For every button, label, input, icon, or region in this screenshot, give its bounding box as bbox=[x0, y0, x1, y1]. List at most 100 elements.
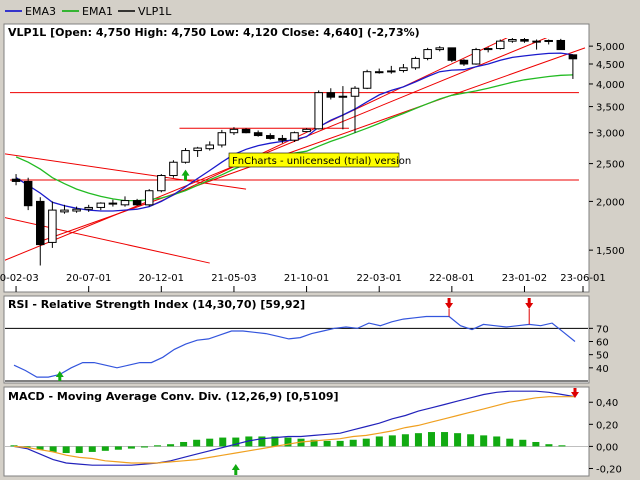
macd-histogram-bar bbox=[532, 441, 540, 447]
candle-body bbox=[11, 178, 21, 182]
rsi-content bbox=[5, 298, 588, 382]
candle-body bbox=[144, 190, 154, 206]
rsi-panel: RSI - Relative Strength Index (14,30,70)… bbox=[3, 295, 609, 384]
rsi-y-tick-label: 70 bbox=[596, 324, 609, 335]
price-x-tick-label: 22-08-01 bbox=[429, 273, 474, 284]
candle-body bbox=[326, 92, 336, 98]
macd-histogram-bar bbox=[323, 440, 331, 447]
rsi-plot-area bbox=[3, 295, 590, 384]
macd-content bbox=[5, 388, 588, 475]
candle-body bbox=[399, 67, 408, 72]
watermark-box bbox=[228, 152, 400, 168]
macd-histogram-bar bbox=[140, 446, 148, 448]
candle-body bbox=[72, 208, 81, 212]
price-panel: VLP1L [Open: 4,750 High: 4,750 Low: 4,12… bbox=[0, 23, 625, 293]
candle-body bbox=[229, 128, 239, 134]
legend-bar: EMA3 EMA1 VLP1L bbox=[0, 0, 640, 20]
macd-histogram-bar bbox=[401, 434, 409, 447]
price-content bbox=[5, 38, 586, 266]
price-y-tick-label: 5,000 bbox=[596, 42, 625, 53]
candle-body bbox=[447, 47, 457, 61]
price-x-tick-label: 22-03-01 bbox=[357, 273, 402, 284]
price-trend-line bbox=[5, 153, 247, 190]
candle-body bbox=[84, 206, 93, 210]
macd-histogram-bar bbox=[258, 436, 266, 447]
macd-histogram-bar bbox=[493, 436, 501, 447]
candle-body bbox=[387, 70, 396, 73]
candle-body bbox=[96, 202, 106, 208]
rsi-y-tick-label: 40 bbox=[596, 364, 609, 375]
candle-body bbox=[217, 132, 227, 146]
price-y-tick-label: 1,500 bbox=[596, 246, 625, 257]
watermark: FnCharts - unlicensed (trial) version bbox=[228, 152, 411, 168]
candle-body bbox=[471, 49, 481, 65]
legend-item-ema3[interactable]: EMA3 bbox=[5, 5, 56, 18]
candle-body bbox=[508, 39, 517, 42]
candle-body bbox=[266, 135, 275, 139]
macd-histogram-bar bbox=[441, 432, 449, 447]
candle-body bbox=[374, 71, 384, 74]
macd-signal-line bbox=[13, 396, 575, 464]
price-clipped-group bbox=[5, 38, 586, 266]
candle-body bbox=[193, 147, 202, 152]
macd-histogram-bar bbox=[271, 436, 279, 447]
macd-histogram-bar bbox=[349, 439, 357, 447]
candle-body bbox=[423, 49, 432, 59]
macd-histogram-bar bbox=[454, 433, 462, 447]
macd-histogram-bar bbox=[310, 439, 318, 447]
price-y-tick-label: 4,500 bbox=[596, 60, 625, 71]
rsi-buy-arrow-icon bbox=[55, 371, 64, 381]
macd-histogram-bar bbox=[114, 446, 122, 450]
candle-body bbox=[362, 71, 372, 89]
macd-histogram-bar bbox=[75, 446, 83, 454]
macd-histogram-bar bbox=[362, 438, 370, 447]
macd-histogram-bar bbox=[62, 446, 70, 454]
macd-y-axis: 0,40 0,20 0,00 -0,20 bbox=[589, 398, 622, 475]
rsi-y-tick-label: 60 bbox=[596, 338, 609, 349]
macd-title: MACD - Moving Average Conv. Div. (12,26,… bbox=[8, 390, 339, 403]
macd-plot-area bbox=[3, 386, 590, 477]
macd-histogram-bar bbox=[10, 445, 18, 447]
macd-histogram-bar bbox=[219, 437, 227, 447]
candle-body bbox=[459, 59, 469, 65]
legend-ema1-label: EMA1 bbox=[82, 5, 113, 18]
legend-item-ema1[interactable]: EMA1 bbox=[62, 5, 113, 18]
candle-body bbox=[157, 175, 166, 192]
rsi-y-tick-label: 50 bbox=[596, 351, 609, 362]
price-y-tick-label: 3,000 bbox=[596, 129, 625, 140]
candle-body bbox=[23, 180, 33, 207]
macd-histogram-bar bbox=[193, 439, 201, 447]
legend-item-vlp1l[interactable]: VLP1L bbox=[118, 5, 172, 18]
macd-histogram-bar bbox=[284, 437, 292, 447]
macd-histogram-bar bbox=[519, 439, 527, 447]
candle-body bbox=[108, 202, 118, 205]
candle-body bbox=[48, 209, 57, 243]
macd-histogram-bar bbox=[36, 446, 44, 450]
macd-histogram-bar bbox=[88, 446, 96, 452]
macd-histogram-bar bbox=[506, 438, 514, 447]
watermark-text: FnCharts - unlicensed (trial) version bbox=[232, 156, 411, 167]
macd-y-tick-label: -0,20 bbox=[596, 464, 622, 475]
price-x-tick-label: 23-06-01 bbox=[560, 273, 605, 284]
candle-body bbox=[338, 95, 348, 98]
price-x-tick-label: 21-10-01 bbox=[284, 273, 329, 284]
macd-histogram-bar bbox=[467, 434, 475, 447]
macd-y-tick-label: 0,20 bbox=[596, 420, 618, 431]
macd-histogram-bar bbox=[558, 445, 566, 447]
rsi-sell-arrow-icon bbox=[445, 298, 454, 309]
macd-histogram-bar bbox=[388, 435, 396, 447]
price-y-tick-label: 4,000 bbox=[596, 80, 625, 91]
candle-body bbox=[278, 137, 287, 141]
price-x-tick-label: 20-12-01 bbox=[139, 273, 184, 284]
candle-body bbox=[253, 132, 263, 137]
candle-body bbox=[205, 144, 214, 150]
rsi-sell-arrow-icon bbox=[525, 298, 534, 309]
macd-y-tick-label: 0,40 bbox=[596, 398, 618, 409]
macd-histogram-bar bbox=[180, 441, 188, 447]
legend-vlp1l-label: VLP1L bbox=[138, 5, 172, 18]
macd-histogram-bar bbox=[101, 446, 109, 451]
price-y-tick-label: 2,500 bbox=[596, 160, 625, 171]
candle-body bbox=[435, 47, 444, 51]
candle-body bbox=[290, 132, 299, 141]
